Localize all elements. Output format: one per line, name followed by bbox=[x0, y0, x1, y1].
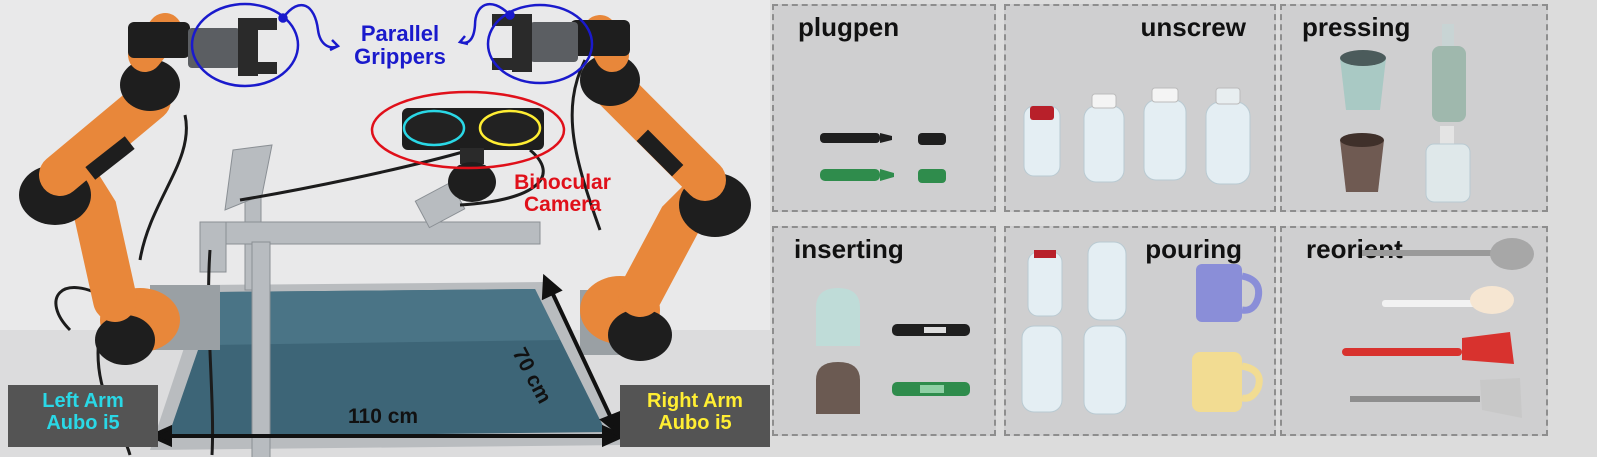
bottle-3 bbox=[1143, 87, 1187, 181]
task-cell-unscrew: unscrew bbox=[1004, 4, 1276, 212]
left-robot-arm bbox=[19, 13, 277, 365]
task-title: reorient bbox=[1306, 234, 1403, 264]
reorient-objects bbox=[1342, 238, 1534, 418]
task-title: plugpen bbox=[798, 12, 900, 42]
purple-mug bbox=[1196, 264, 1263, 322]
green-marker bbox=[820, 169, 946, 183]
task-title: pouring bbox=[1145, 234, 1242, 264]
task-objects-grid: plugpen unscrew bbox=[770, 0, 1597, 457]
unscrew-objects bbox=[1023, 87, 1251, 185]
pouring-objects bbox=[1021, 241, 1263, 415]
camera-mount-frame bbox=[199, 144, 541, 457]
inserting-objects bbox=[816, 288, 970, 414]
left-arm-label-line2: Aubo i5 bbox=[46, 411, 120, 434]
bottle-4 bbox=[1083, 325, 1127, 415]
width-dimension-label: 110 cm bbox=[348, 405, 419, 428]
left-arm-label: Left Arm Aubo i5 bbox=[8, 385, 158, 447]
task-cell-pouring: pouring bbox=[1004, 226, 1276, 436]
bottle-2 bbox=[1083, 93, 1125, 183]
camera-label-line1: Binocular bbox=[514, 171, 611, 194]
grippers-label-line1: Parallel bbox=[360, 21, 440, 46]
bottle-1 bbox=[1027, 250, 1063, 317]
right-arm-label: Right Arm Aubo i5 bbox=[620, 385, 770, 447]
green-marker bbox=[892, 382, 970, 396]
camera-label: Binocular Camera bbox=[505, 171, 620, 217]
task-cell-reorient: reorient bbox=[1280, 226, 1548, 436]
teal-cup bbox=[1340, 50, 1386, 110]
task-cell-inserting: inserting bbox=[772, 226, 996, 436]
yellow-mug bbox=[1192, 352, 1263, 412]
task-cell-plugpen: plugpen bbox=[772, 4, 996, 212]
metal-spatula bbox=[1350, 378, 1522, 418]
camera-label-line2: Camera bbox=[523, 193, 602, 217]
metal-ladle bbox=[1362, 238, 1534, 270]
pressing-objects bbox=[1340, 24, 1471, 203]
cables bbox=[54, 59, 602, 456]
left-arm-label-line1: Left Arm bbox=[42, 390, 124, 412]
task-title: pressing bbox=[1302, 12, 1411, 42]
grippers-label: Parallel Grippers bbox=[340, 22, 460, 68]
black-marker bbox=[892, 324, 970, 336]
plugpen-objects bbox=[820, 133, 946, 183]
brown-capsule bbox=[816, 362, 860, 414]
right-arm-label-line1: Right Arm bbox=[647, 390, 743, 412]
bottle-2 bbox=[1087, 241, 1127, 321]
black-marker bbox=[820, 133, 946, 145]
right-robot-arm bbox=[492, 14, 751, 361]
teal-capsule bbox=[816, 288, 860, 346]
pump-bottle-2 bbox=[1425, 126, 1471, 203]
pump-bottle-1 bbox=[1432, 24, 1466, 122]
robot-setup-photo: Parallel Grippers Binocular Camera Left … bbox=[0, 0, 770, 457]
right-arm-label-line2: Aubo i5 bbox=[658, 411, 732, 434]
task-title: unscrew bbox=[1140, 12, 1247, 42]
task-cell-pressing: pressing bbox=[1280, 4, 1548, 212]
task-title: inserting bbox=[794, 234, 904, 264]
bottle-3 bbox=[1021, 325, 1063, 413]
white-spoon bbox=[1382, 286, 1514, 314]
brown-cup bbox=[1340, 133, 1384, 192]
red-spatula bbox=[1342, 332, 1514, 364]
bottle-4 bbox=[1205, 87, 1251, 185]
dimension-arrows bbox=[147, 273, 627, 448]
grippers-label-line2: Grippers bbox=[354, 44, 446, 70]
binocular-camera bbox=[370, 90, 566, 202]
bottle-1 bbox=[1023, 105, 1061, 177]
gripper-annotations bbox=[190, 2, 594, 88]
